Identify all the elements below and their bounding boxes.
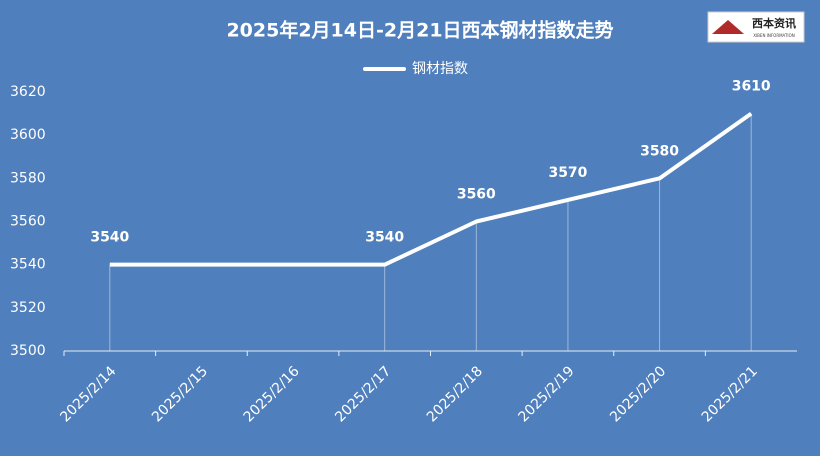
y-tick-label: 3540	[10, 257, 46, 273]
logo-icon	[712, 20, 744, 34]
data-label: 3540	[90, 230, 129, 246]
legend-label: 钢材指数	[412, 61, 468, 77]
y-tick-label: 3600	[10, 127, 46, 143]
chart-title: 2025年2月14日-2月21日西本钢材指数走势	[226, 19, 613, 42]
y-tick-label: 3620	[10, 84, 46, 100]
series-line	[109, 111, 753, 267]
y-tick-label: 3500	[10, 343, 46, 359]
y-tick-label: 3520	[10, 300, 46, 316]
data-label: 3610	[732, 79, 771, 95]
data-label: 3570	[548, 165, 587, 181]
data-label: 3580	[640, 143, 679, 159]
data-label: 3560	[457, 187, 496, 203]
logo-subtitle: XIBEN INFORMATION	[753, 33, 795, 38]
data-label: 3540	[365, 230, 404, 246]
logo: 西本资讯 XIBEN INFORMATION	[707, 11, 805, 43]
logo-text: 西本资讯	[752, 16, 796, 30]
y-tick-label: 3560	[10, 214, 46, 230]
y-tick-label: 3580	[10, 170, 46, 186]
